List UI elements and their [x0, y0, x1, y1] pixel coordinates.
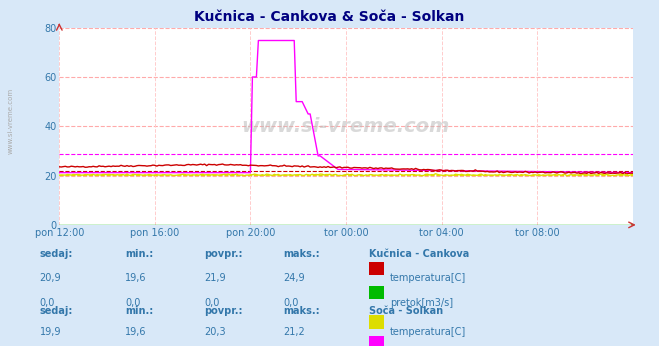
Text: 0,0: 0,0: [40, 298, 55, 308]
Text: 0,0: 0,0: [125, 298, 140, 308]
Text: 19,6: 19,6: [125, 273, 147, 283]
Text: www.si-vreme.com: www.si-vreme.com: [8, 88, 14, 154]
Text: Soča - Solkan: Soča - Solkan: [369, 306, 443, 316]
Text: 19,6: 19,6: [125, 327, 147, 337]
Text: temperatura[C]: temperatura[C]: [390, 273, 467, 283]
Text: sedaj:: sedaj:: [40, 249, 73, 259]
Text: povpr.:: povpr.:: [204, 306, 243, 316]
Text: temperatura[C]: temperatura[C]: [390, 327, 467, 337]
Text: maks.:: maks.:: [283, 249, 320, 259]
Text: maks.:: maks.:: [283, 306, 320, 316]
Text: 24,9: 24,9: [283, 273, 305, 283]
Text: pretok[m3/s]: pretok[m3/s]: [390, 298, 453, 308]
Text: 0,0: 0,0: [283, 298, 299, 308]
Text: www.si-vreme.com: www.si-vreme.com: [242, 117, 450, 136]
Text: min.:: min.:: [125, 306, 154, 316]
Text: Kučnica - Cankova: Kučnica - Cankova: [369, 249, 469, 259]
Text: 21,2: 21,2: [283, 327, 305, 337]
Text: min.:: min.:: [125, 249, 154, 259]
Text: sedaj:: sedaj:: [40, 306, 73, 316]
Text: 21,9: 21,9: [204, 273, 226, 283]
Text: 20,3: 20,3: [204, 327, 226, 337]
Text: 0,0: 0,0: [204, 298, 219, 308]
Text: 20,9: 20,9: [40, 273, 61, 283]
Text: povpr.:: povpr.:: [204, 249, 243, 259]
Text: 19,9: 19,9: [40, 327, 61, 337]
Text: Kučnica - Cankova & Soča - Solkan: Kučnica - Cankova & Soča - Solkan: [194, 10, 465, 24]
